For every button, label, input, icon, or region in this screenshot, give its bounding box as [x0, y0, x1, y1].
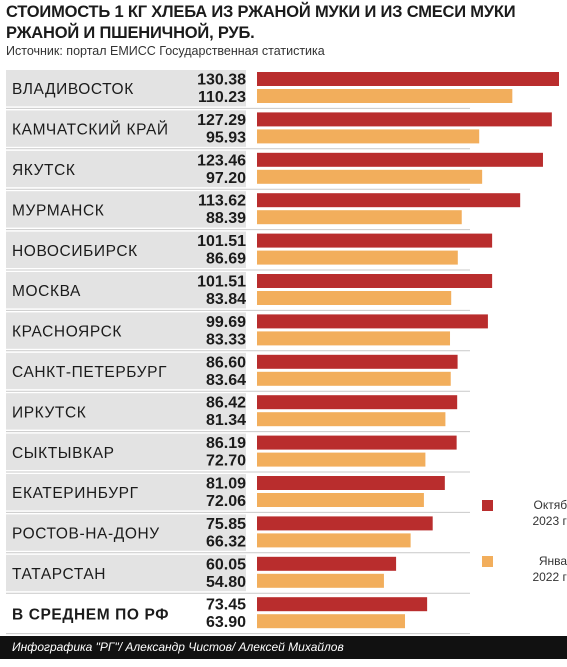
value-label-january: 81.34 — [206, 412, 246, 429]
row-band — [6, 554, 246, 592]
value-label-january: 72.06 — [206, 493, 246, 510]
category-label: КАМЧАТСКИЙ КРАЙ — [12, 121, 169, 139]
row-band — [6, 352, 246, 390]
legend-label-october-line1: Октябрь — [533, 498, 567, 512]
value-label-january: 95.93 — [206, 129, 246, 146]
bar-january — [257, 250, 458, 265]
category-label: КРАСНОЯРСК — [12, 324, 122, 341]
category-label: ВЛАДИВОСТОК — [12, 81, 134, 98]
bar-october — [257, 516, 433, 531]
value-label-october: 86.42 — [206, 395, 246, 412]
value-label-october: 86.60 — [206, 354, 246, 371]
bar-january — [257, 533, 411, 548]
value-label-january: 83.64 — [206, 372, 246, 389]
bar-october — [257, 152, 543, 167]
category-label: МОСКВА — [12, 283, 81, 300]
bar-january — [257, 129, 480, 144]
category-label: ЯКУТСК — [12, 162, 76, 179]
value-label-january: 97.20 — [206, 170, 246, 187]
value-label-january: 63.90 — [206, 614, 246, 631]
bar-october — [257, 354, 458, 369]
row-band — [6, 70, 246, 107]
bar-january — [257, 614, 406, 629]
row-band — [6, 110, 246, 147]
footer-credits: Инфографика "РГ"/ Александр Чистов/ Алек… — [0, 636, 567, 659]
legend-label-january-line1: Январь — [538, 554, 567, 568]
value-label-october: 86.19 — [206, 435, 246, 452]
bar-october — [257, 72, 559, 86]
value-label-january: 83.84 — [206, 291, 246, 308]
row-band — [6, 433, 246, 470]
category-label: МУРМАНСК — [12, 202, 104, 219]
value-label-october: 81.09 — [206, 476, 246, 493]
row-band — [6, 272, 246, 309]
bar-january — [257, 371, 451, 386]
legend-swatch-january — [482, 556, 493, 567]
value-label-january: 83.33 — [206, 331, 246, 348]
value-label-october: 99.69 — [206, 314, 246, 331]
chart-title: СТОИМОСТЬ 1 КГ ХЛЕБА ИЗ РЖАНОЙ МУКИ И ИЗ… — [6, 3, 516, 42]
value-label-january: 54.80 — [206, 574, 246, 591]
bar-january — [257, 89, 513, 103]
bar-october — [257, 112, 552, 127]
value-label-january: 72.70 — [206, 453, 246, 470]
bar-january — [257, 573, 384, 588]
category-label: РОСТОВ-НА-ДОНУ — [12, 526, 160, 543]
value-label-october: 101.51 — [197, 274, 246, 291]
bar-january — [257, 291, 452, 305]
value-label-january: 86.69 — [206, 251, 246, 268]
category-label: ИРКУТСК — [12, 404, 86, 421]
bar-october — [257, 556, 397, 571]
value-label-january: 88.39 — [206, 210, 246, 227]
bar-october — [257, 435, 457, 450]
bar-january — [257, 493, 424, 507]
row-band — [6, 312, 246, 349]
category-label: ЕКАТЕРИНБУРГ — [12, 485, 139, 502]
chart-source: Источник: портал ЕМИСС Государственная с… — [6, 44, 325, 58]
row-band — [6, 231, 246, 268]
value-label-october: 75.85 — [206, 516, 246, 533]
bar-october — [257, 233, 493, 248]
value-label-january: 66.32 — [206, 533, 246, 550]
row-band — [6, 474, 246, 511]
category-label: В СРЕДНЕМ ПО РФ — [12, 606, 169, 623]
value-label-october: 73.45 — [206, 597, 246, 614]
category-label: ТАТАРСТАН — [12, 566, 106, 583]
category-label: СЫКТЫВКАР — [12, 445, 115, 462]
row-band — [6, 191, 246, 228]
bar-october — [257, 314, 488, 329]
legend-label-january-line2: 2022 год — [532, 570, 567, 584]
bar-october — [257, 193, 521, 208]
bar-october — [257, 476, 445, 490]
row-band — [6, 514, 246, 551]
bar-january — [257, 331, 451, 346]
value-label-october: 101.51 — [197, 233, 246, 250]
value-label-october: 113.62 — [198, 193, 246, 210]
value-label-january: 110.23 — [198, 89, 246, 106]
bar-january — [257, 210, 462, 225]
value-label-october: 123.46 — [197, 152, 246, 169]
bar-january — [257, 452, 426, 467]
category-label: НОВОСИБИРСК — [12, 243, 138, 260]
bar-october — [257, 597, 428, 612]
legend-label-october-line2: 2023 год — [532, 514, 567, 528]
value-label-october: 130.38 — [197, 72, 246, 89]
value-label-october: 60.05 — [206, 556, 246, 573]
bar-january — [257, 169, 483, 184]
bar-october — [257, 274, 493, 288]
bar-january — [257, 412, 446, 427]
legend-swatch-october — [482, 500, 493, 511]
value-label-october: 127.29 — [197, 112, 246, 129]
row-band — [6, 393, 246, 430]
row-band — [6, 150, 246, 188]
bar-october — [257, 395, 458, 410]
category-label: САНКТ-ПЕТЕРБУРГ — [12, 364, 167, 381]
